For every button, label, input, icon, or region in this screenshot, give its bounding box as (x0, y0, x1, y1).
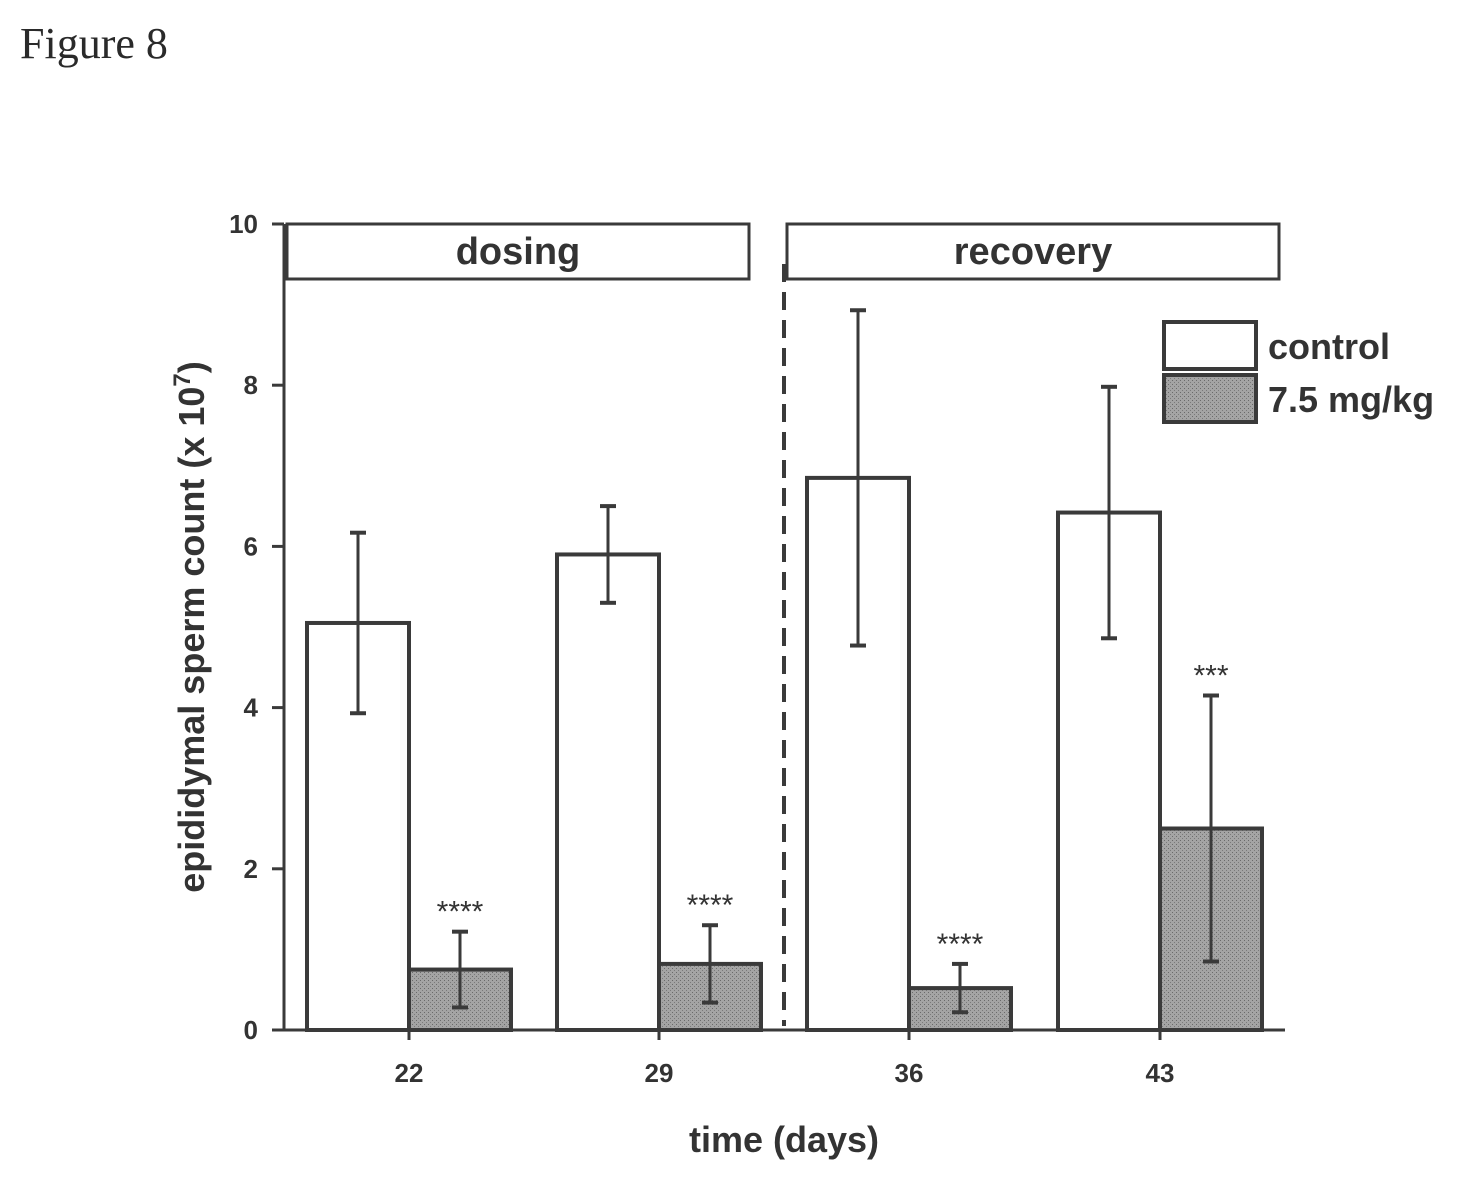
legend-label-control: control (1268, 326, 1390, 367)
x-axis-title: time (days) (689, 1119, 879, 1160)
x-tick-label-43: 43 (1146, 1058, 1175, 1088)
phase-label-recovery: recovery (954, 231, 1112, 273)
y-tick-label-4: 4 (244, 693, 259, 723)
x-tick-label-36: 36 (895, 1058, 924, 1088)
phase-label-dosing: dosing (456, 231, 581, 273)
phase-box-recovery (785, 222, 1281, 281)
figure-label: Figure 8 (20, 19, 168, 68)
bar-control-29 (555, 552, 661, 1033)
legend-swatch-treated (1162, 373, 1258, 424)
y-axis-title-close: ) (171, 361, 212, 373)
legend-label-treated: 7.5 mg/kg (1268, 379, 1434, 420)
phase-box-dosing (285, 222, 751, 281)
y-axis-title-exponent: 7 (169, 373, 196, 386)
y-tick-label-2: 2 (244, 854, 258, 884)
y-tick-label-6: 6 (244, 531, 258, 561)
y-tick-label-0: 0 (244, 1015, 258, 1045)
y-axis-title: epididymal sperm count (x 107) (169, 361, 212, 893)
x-tick-label-29: 29 (645, 1058, 674, 1088)
significance-43: *** (1193, 660, 1228, 693)
y-tick-label-10: 10 (229, 209, 258, 239)
legend-swatch-control (1162, 320, 1258, 371)
x-tick-label-22: 22 (395, 1058, 424, 1088)
y-tick-label-8: 8 (244, 370, 258, 400)
significance-22: **** (437, 896, 484, 929)
significance-29: **** (687, 889, 734, 922)
y-axis-title-main: epididymal sperm count (x 10 (171, 387, 212, 893)
significance-36: **** (937, 928, 984, 961)
